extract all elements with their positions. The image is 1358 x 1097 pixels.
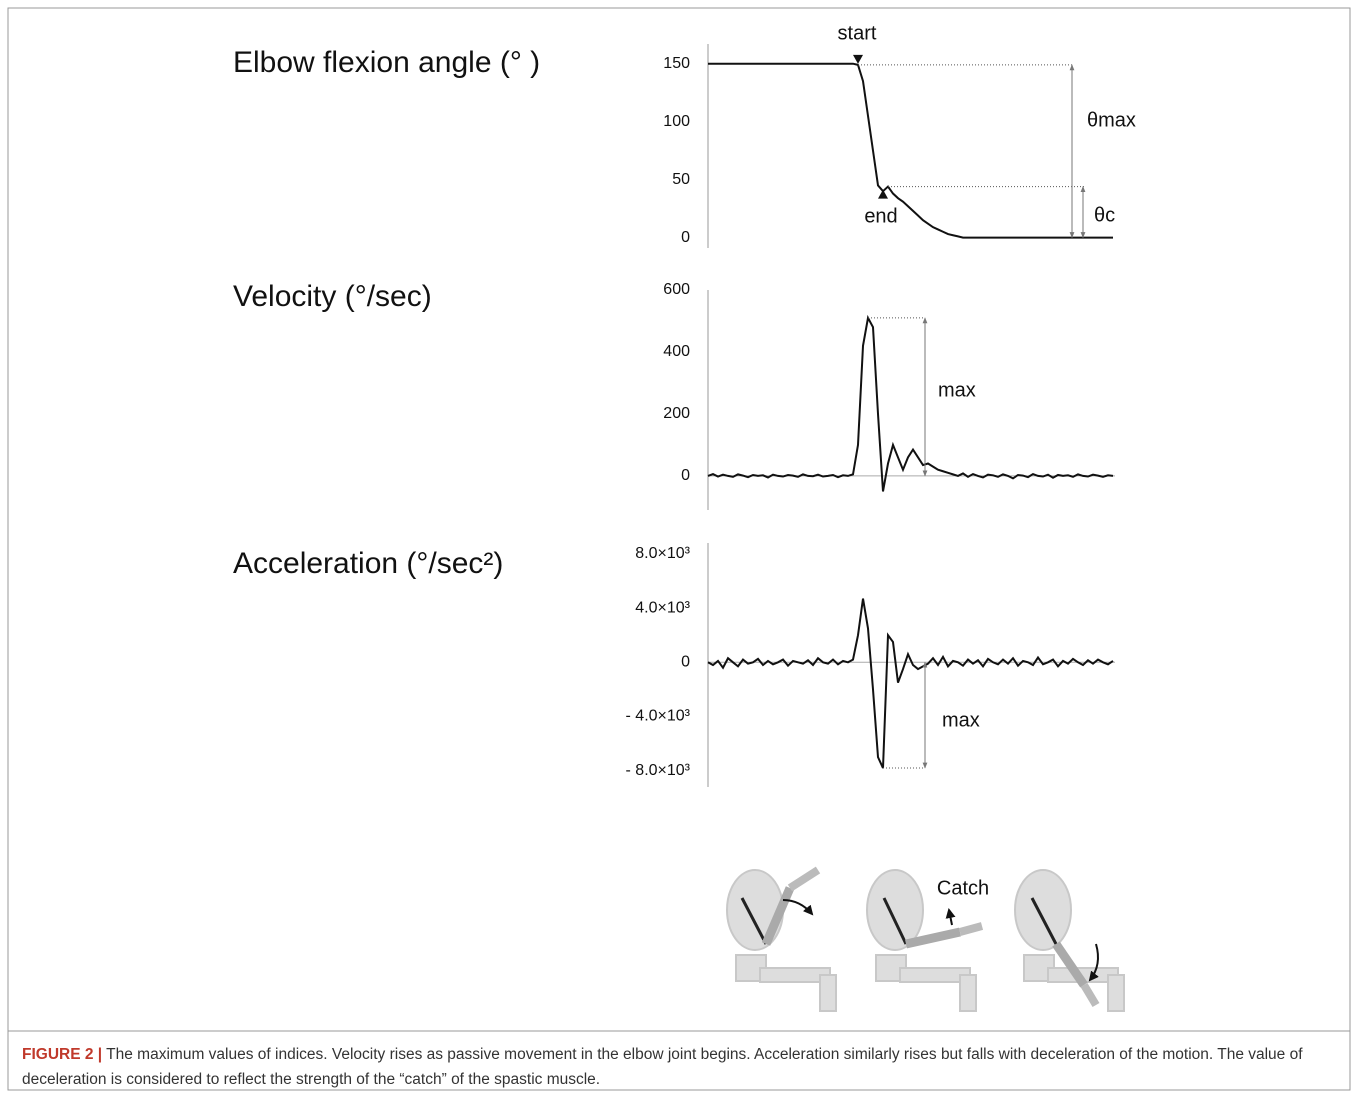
chart-title: Velocity (°/sec)	[233, 280, 432, 313]
caption: FIGURE 2 | The maximum values of indices…	[22, 1042, 1342, 1092]
y-tick-label: 50	[672, 171, 690, 188]
y-tick-label: 8.0×10³	[635, 545, 690, 562]
theta-c-label: θc	[1094, 204, 1115, 226]
start-marker	[853, 55, 863, 64]
y-tick-label: 0	[681, 229, 690, 246]
chart-title: Acceleration (°/sec²)	[233, 547, 503, 580]
y-tick-label: 400	[663, 343, 690, 360]
y-tick-label: 200	[663, 405, 690, 422]
end-label: end	[864, 205, 897, 227]
catch-label: Catch	[937, 877, 989, 899]
y-tick-label: 100	[663, 113, 690, 130]
figure-1	[727, 870, 836, 1011]
end-marker	[878, 190, 888, 199]
max-label: max	[942, 709, 980, 731]
y-tick-label: - 8.0×10³	[626, 762, 691, 779]
y-tick-label: 0	[681, 467, 690, 484]
data-line	[708, 599, 1113, 768]
y-tick-label: 0	[681, 654, 690, 671]
theta-max-label: θmax	[1087, 109, 1136, 131]
caption-label: FIGURE 2 |	[22, 1046, 102, 1063]
caption-text: The maximum values of indices. Velocity …	[22, 1046, 1303, 1088]
y-tick-label: 150	[663, 55, 690, 72]
data-line	[708, 64, 1113, 238]
illustration	[727, 870, 1124, 1011]
start-label: start	[838, 22, 877, 44]
figure: Catch Elbow flexion angle (° ) 0 50 100 150 s…	[0, 0, 1358, 1097]
y-tick-label: - 4.0×10³	[626, 708, 691, 725]
max-label: max	[938, 379, 976, 401]
page: {"chart_data": [ {"type": "line", "title…	[0, 0, 1358, 1097]
y-tick-label: 600	[663, 281, 690, 298]
chart-title: Elbow flexion angle (° )	[233, 46, 540, 79]
figure-3	[1015, 870, 1124, 1011]
data-line	[708, 318, 1113, 492]
y-tick-label: 4.0×10³	[635, 599, 690, 616]
